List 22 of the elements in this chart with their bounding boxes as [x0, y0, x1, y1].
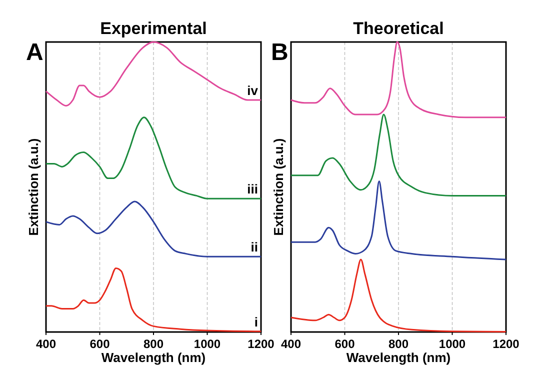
- x-tick-label: 1200: [492, 337, 520, 351]
- x-tick-label: 800: [143, 337, 164, 351]
- chart-title: Theoretical: [353, 19, 444, 38]
- x-tick-label: 400: [36, 337, 56, 351]
- series-label: iv: [247, 83, 259, 98]
- chart-title: Experimental: [100, 19, 207, 38]
- x-tick-label: 800: [388, 337, 409, 351]
- y-axis-title: Extinction (a.u.): [271, 138, 286, 236]
- text: A: [26, 39, 44, 66]
- series-label: iii: [247, 182, 258, 197]
- x-tick-label: 1000: [194, 337, 221, 351]
- x-tick-label: 600: [334, 337, 356, 351]
- x-tick-label: 1200: [248, 337, 275, 351]
- x-tick-label: 1000: [438, 337, 466, 351]
- series-label: ii: [250, 240, 258, 255]
- x-tick-label: 400: [280, 337, 302, 351]
- x-tick-label: 600: [90, 337, 110, 351]
- text: B: [271, 39, 288, 66]
- x-axis-title: Wavelength (nm): [346, 350, 451, 365]
- x-axis-title: Wavelength (nm): [101, 350, 206, 365]
- series-label: i: [254, 314, 258, 330]
- y-axis-title: Extinction (a.u.): [26, 138, 41, 236]
